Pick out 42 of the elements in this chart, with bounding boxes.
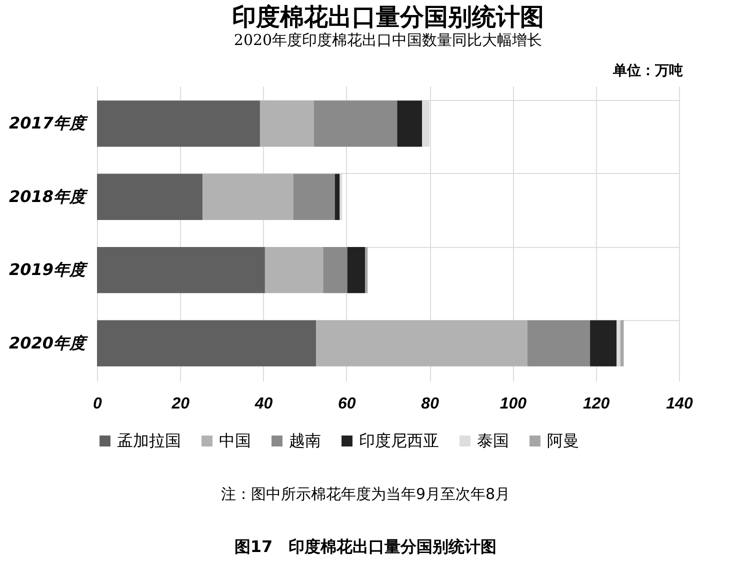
bar — [293, 174, 335, 220]
legend-label: 中国 — [219, 431, 251, 450]
bar — [527, 320, 590, 366]
chart-subtitle: 2020年度印度棉花出口中国数量同比大幅增长 — [234, 31, 542, 49]
chart-title: 印度棉花出口量分国别统计图 — [232, 2, 544, 31]
caption: 图17 印度棉花出口量分国别统计图 — [233, 537, 498, 558]
bar — [97, 174, 203, 220]
x-tick-label: 20 — [170, 396, 190, 412]
bar — [264, 247, 324, 294]
x-tick-label: 0 — [93, 396, 102, 412]
bar — [590, 320, 617, 366]
x-tick-label: 40 — [254, 396, 273, 412]
bar — [334, 174, 340, 220]
legend-label: 印度尼西亚 — [359, 431, 439, 450]
bar — [97, 100, 260, 147]
legend-label: 阿曼 — [547, 431, 579, 450]
x-tick-label: 80 — [421, 396, 440, 412]
bar — [97, 247, 265, 294]
x-tick-label: 100 — [500, 396, 527, 412]
bar — [316, 320, 528, 366]
bar — [347, 247, 366, 294]
bar — [365, 247, 368, 294]
legend-label: 越南 — [289, 431, 321, 450]
y-tick-label: 2017年度 — [8, 114, 88, 133]
bar — [260, 100, 314, 147]
bar — [616, 320, 620, 366]
legend-label: 泰国 — [477, 431, 509, 450]
bar — [314, 100, 398, 147]
y-tick-label: 2020年度 — [8, 333, 88, 352]
y-tick-label: 2018年度 — [8, 186, 88, 206]
legend-label: 孟加拉国 — [117, 431, 181, 450]
bar — [397, 100, 422, 147]
x-tick-label: 60 — [338, 396, 356, 412]
text: 注：图中所示棉花年度为当年9月至次年8月 — [220, 485, 512, 504]
bar — [323, 247, 348, 294]
bar — [620, 320, 624, 366]
text: 单位：万吨 — [613, 62, 683, 80]
bar — [202, 174, 294, 220]
bar — [97, 320, 316, 366]
y-tick-label: 2019年度 — [8, 260, 88, 280]
x-tick-label: 120 — [583, 396, 610, 412]
x-tick-label: 140 — [666, 396, 693, 412]
